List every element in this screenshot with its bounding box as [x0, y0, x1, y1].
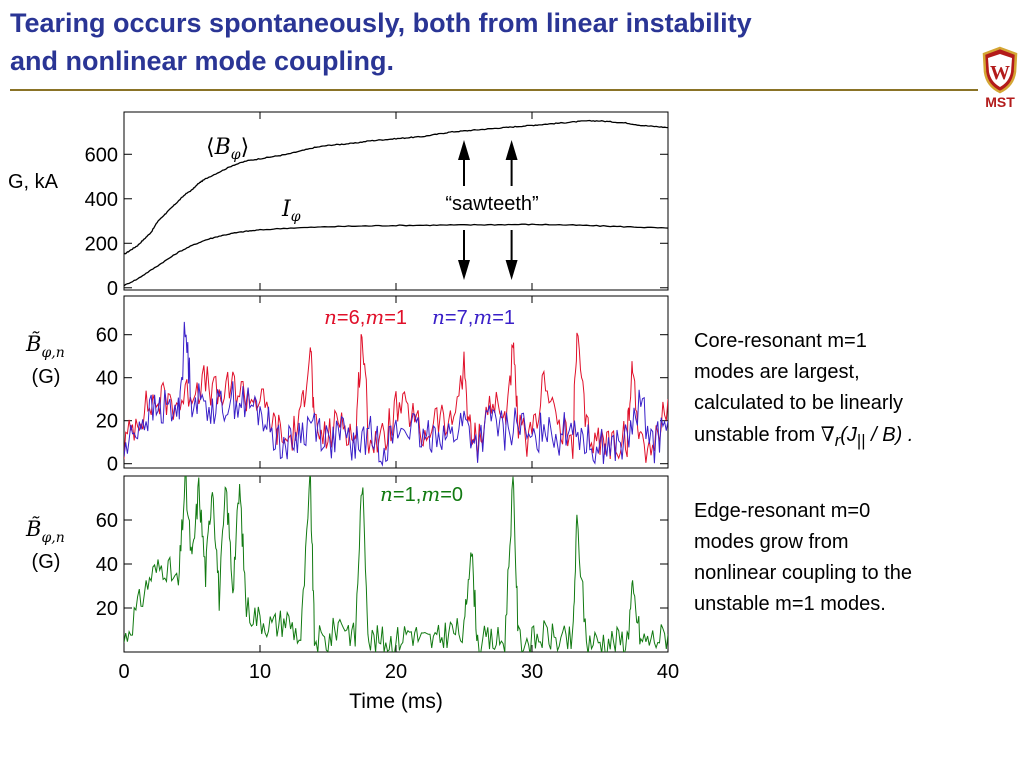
y-tick-label: 20: [96, 598, 118, 620]
y-axis-label-part: B̃: [25, 517, 41, 541]
y-tick-label: 60: [96, 325, 118, 347]
legend-part: n: [380, 482, 393, 506]
sawtooth-arrowhead-up: [505, 140, 518, 160]
legend-entry: n=7,m=1: [432, 305, 515, 329]
sawtooth-arrowhead-down: [458, 260, 470, 280]
series-label-i-phi: Iφ: [281, 197, 301, 225]
note-core-line-3: calculated to be linearly: [694, 392, 904, 414]
nabla-subscript: r: [834, 431, 841, 450]
y-axis-label-middle: B̃φ,n: [25, 332, 65, 361]
y-axis-label-part: B̃: [25, 332, 41, 356]
y-tick-label: 20: [96, 411, 118, 433]
x-tick-label: 0: [118, 661, 129, 683]
y-axis-label: G, kA: [8, 171, 59, 193]
legend-part: m: [473, 305, 492, 329]
y-tick-label: 400: [85, 189, 118, 211]
note-core-line-2: modes are largest,: [694, 361, 860, 383]
legend-part: =7,: [445, 307, 473, 329]
title-line-2: and nonlinear mode coupling.: [10, 46, 395, 76]
y-axis-label-part: φ,n: [41, 530, 64, 546]
note-edge-line-3: nonlinear coupling to the: [694, 562, 912, 584]
series-label-part: ⟨: [206, 135, 215, 160]
series-line: [124, 119, 668, 255]
legend-part: m: [421, 482, 440, 506]
series-label-part: φ: [231, 147, 241, 163]
note-edge-line-1: Edge-resonant m=0: [694, 500, 871, 522]
x-tick-label: 10: [249, 661, 271, 683]
note-core-line-4: unstable from: [694, 424, 821, 446]
series-line: [124, 332, 668, 463]
panel-bottom: 20 40 60: [96, 475, 669, 653]
sawtooth-arrowhead-up: [458, 140, 470, 160]
title-divider: [10, 89, 978, 91]
mst-logo: W MST: [981, 46, 1019, 114]
legend-part: n: [432, 305, 445, 329]
legend-part: =1: [492, 307, 515, 329]
legend-part: =6,: [337, 307, 365, 329]
series-line: [124, 223, 668, 287]
note-edge-line-4: unstable m=1 modes.: [694, 593, 886, 615]
legend-entry: n=1,m=0: [380, 482, 463, 506]
title-line-1: Tearing occurs spontaneously, both from …: [10, 8, 752, 38]
x-tick-label: 30: [521, 661, 543, 683]
y-axis-label-part: φ,n: [41, 345, 64, 361]
core-resonant-note: Core-resonant m=1 modes are largest, calcu…: [694, 326, 994, 456]
parallel-subscript: ||: [856, 431, 866, 450]
ratio-tail: / B) .: [865, 424, 914, 446]
legend-part: =1,: [393, 484, 421, 506]
x-axis-label: Time (ms): [349, 690, 443, 713]
y-tick-label: 600: [85, 144, 118, 166]
y-tick-label: 0: [107, 454, 118, 476]
crest-icon: W: [982, 46, 1018, 94]
series-label-part: φ: [291, 209, 301, 225]
sawtooth-arrowhead-down: [505, 260, 518, 280]
slide-title: Tearing occurs spontaneously, both from …: [10, 4, 970, 80]
svg-text:W: W: [990, 62, 1010, 84]
x-tick-label: 20: [385, 661, 407, 683]
current-density-symbol: (J: [840, 424, 857, 446]
y-axis-label-bottom: B̃φ,n: [25, 517, 65, 546]
legend-part: n: [324, 305, 337, 329]
series-label-part: I: [281, 197, 292, 222]
series-label-b-phi: ⟨Bφ⟩: [206, 135, 249, 163]
x-tick-label: 40: [657, 661, 679, 683]
series-line: [124, 321, 668, 467]
series-label-part: ⟩: [241, 135, 250, 160]
legend-part: =0: [440, 484, 463, 506]
note-core-line-1: Core-resonant m=1: [694, 330, 867, 352]
legend-part: m: [365, 305, 384, 329]
y-tick-label: 40: [96, 368, 118, 390]
sawteeth-annotation: “sawteeth”: [445, 193, 538, 215]
series-line: [124, 476, 668, 652]
legend-part: =1: [384, 307, 407, 329]
y-axis-unit-middle: (G): [32, 366, 61, 388]
panel-middle: 0 20 40 60: [96, 295, 669, 476]
edge-resonant-note: Edge-resonant m=0 modes grow from nonlinea…: [694, 496, 994, 620]
y-tick-label: 0: [107, 278, 118, 300]
series-label-part: B: [214, 135, 231, 160]
y-tick-label: 40: [96, 554, 118, 576]
note-edge-line-2: modes grow from: [694, 531, 849, 553]
legend-entry: n=6,m=1: [324, 305, 407, 329]
y-tick-label: 60: [96, 510, 118, 532]
panel-top: 0 200 400 600: [85, 111, 669, 300]
y-axis-unit-bottom: (G): [32, 551, 61, 573]
y-tick-label: 200: [85, 233, 118, 255]
nabla-symbol: ∇: [820, 422, 835, 446]
logo-text: MST: [985, 94, 1015, 110]
